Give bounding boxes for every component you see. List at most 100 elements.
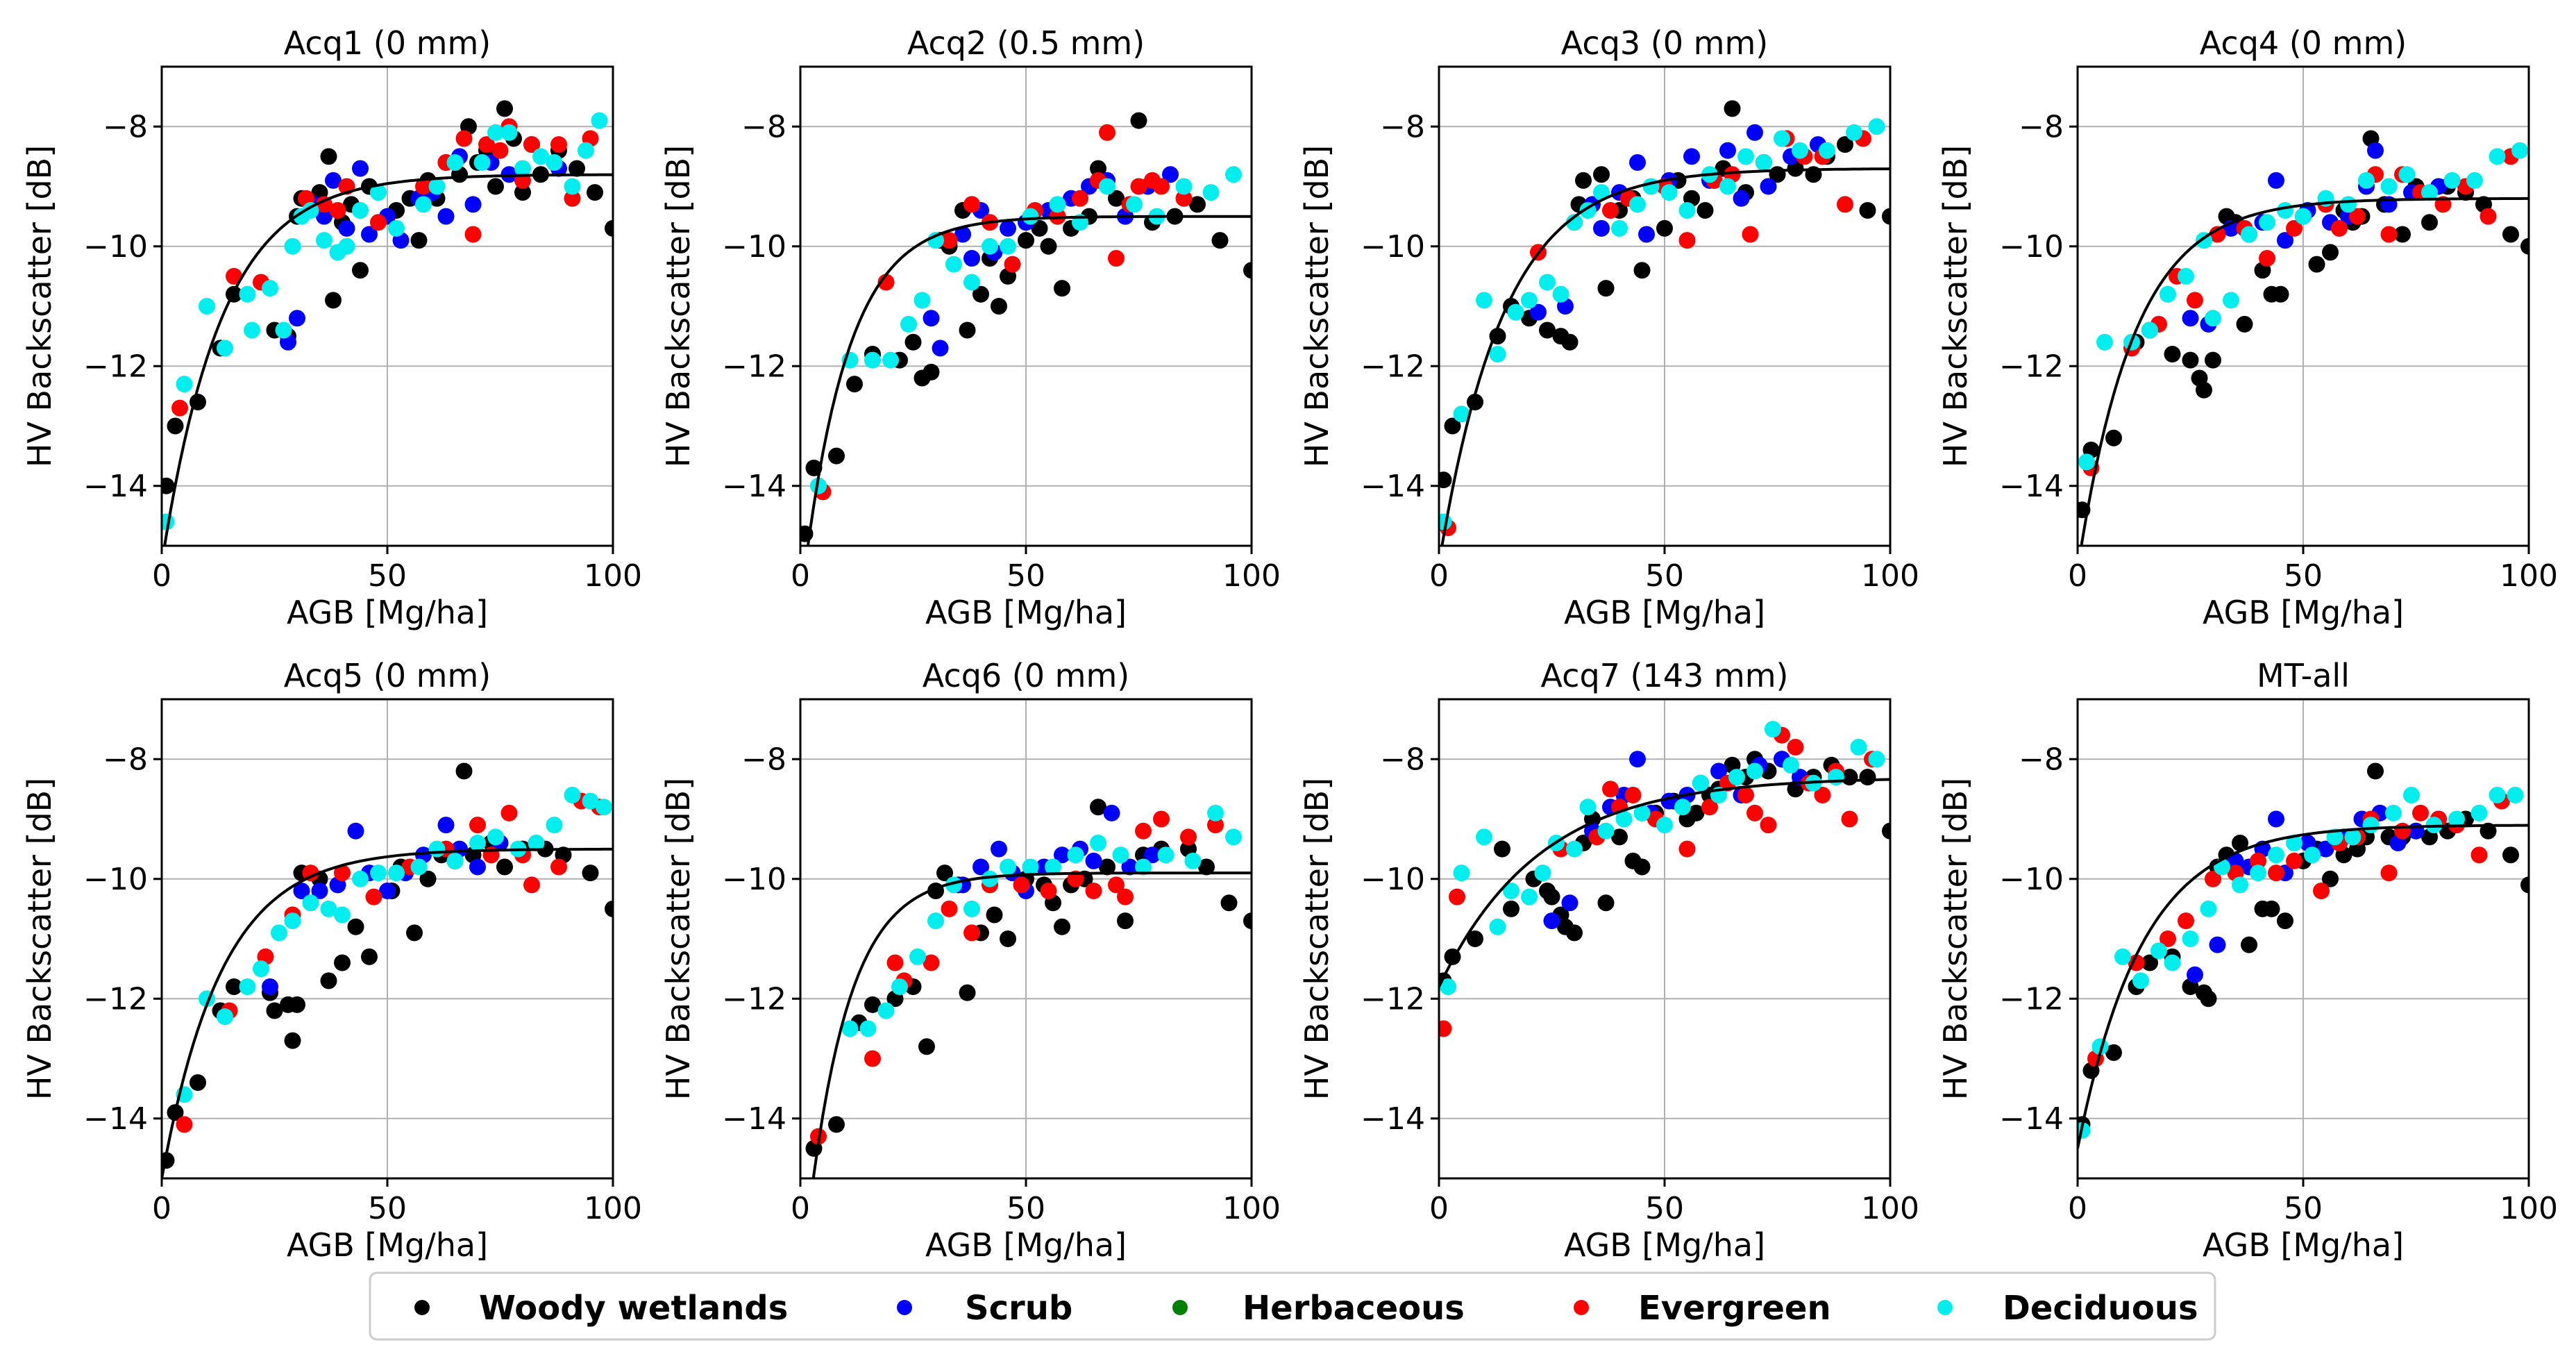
legend-label-scrub-text: Scrub bbox=[965, 1289, 1072, 1328]
y-tick-label: −14 bbox=[83, 1101, 148, 1137]
point-woody-wetlands bbox=[284, 1032, 301, 1049]
point-deciduous bbox=[2268, 846, 2284, 864]
point-woody-wetlands bbox=[1539, 322, 1556, 339]
point-woody-wetlands bbox=[1656, 219, 1673, 237]
y-axis-label: HV Backscatter [dB] bbox=[1298, 145, 1336, 467]
point-deciduous bbox=[2344, 828, 2362, 846]
point-scrub bbox=[2317, 840, 2334, 858]
y-tick-label: −8 bbox=[103, 109, 148, 144]
point-deciduous bbox=[1579, 799, 1597, 816]
y-axis-label: HV Backscatter [dB] bbox=[659, 145, 697, 467]
point-woody-wetlands bbox=[1090, 160, 1106, 177]
point-evergreen bbox=[176, 1116, 193, 1133]
point-deciduous bbox=[2241, 226, 2257, 243]
point-deciduous bbox=[1629, 196, 1646, 213]
point-deciduous bbox=[2421, 184, 2438, 201]
point-woody-wetlands bbox=[2236, 315, 2253, 333]
x-tick-label: 0 bbox=[1429, 558, 1449, 594]
point-evergreen bbox=[2160, 930, 2176, 947]
point-scrub bbox=[262, 978, 278, 995]
point-evergreen bbox=[1439, 1020, 1452, 1037]
point-deciduous bbox=[284, 237, 301, 255]
point-woody-wetlands bbox=[973, 285, 989, 303]
fit-curve bbox=[2080, 197, 2529, 546]
point-deciduous bbox=[1022, 208, 1039, 225]
legend-marker-woody-wetlands bbox=[414, 1300, 430, 1315]
point-woody-wetlands bbox=[1597, 280, 1615, 297]
point-deciduous bbox=[1099, 178, 1116, 195]
point-woody-wetlands bbox=[514, 184, 531, 201]
plot-area-7 bbox=[1439, 721, 1890, 1037]
point-deciduous bbox=[945, 256, 962, 273]
point-evergreen bbox=[1040, 883, 1057, 899]
point-woody-wetlands bbox=[1494, 840, 1510, 858]
point-scrub bbox=[1085, 852, 1102, 869]
point-woody-wetlands bbox=[410, 232, 428, 249]
point-deciduous bbox=[500, 124, 518, 141]
point-deciduous bbox=[1774, 130, 1790, 147]
subplot-title: Acq7 (143 mm) bbox=[1541, 657, 1789, 694]
subplot-7: 0 50 100 −14 −12 −10 −8 Acq7 (143 mm) AGB [Mg/ha… bbox=[1298, 657, 1919, 1264]
point-deciduous bbox=[1846, 124, 1862, 141]
point-scrub bbox=[1000, 219, 1016, 237]
y-tick-label: −14 bbox=[722, 469, 786, 504]
x-tick-label: 100 bbox=[584, 1191, 642, 1226]
point-woody-wetlands bbox=[2520, 237, 2529, 255]
point-deciduous bbox=[446, 154, 464, 171]
point-scrub bbox=[2277, 232, 2293, 249]
point-deciduous bbox=[487, 828, 504, 846]
point-woody-wetlands bbox=[1611, 828, 1628, 846]
y-tick-label: −12 bbox=[722, 349, 786, 384]
point-deciduous bbox=[2223, 292, 2239, 309]
legend-marker-deciduous bbox=[1937, 1300, 1953, 1315]
point-evergreen bbox=[171, 399, 188, 417]
fit-curve bbox=[811, 871, 1252, 1178]
point-deciduous bbox=[810, 477, 827, 494]
point-scrub bbox=[437, 817, 455, 834]
point-scrub bbox=[289, 310, 305, 327]
point-evergreen bbox=[1117, 888, 1134, 905]
point-deciduous bbox=[927, 912, 944, 930]
point-woody-wetlands bbox=[1189, 196, 1206, 213]
point-evergreen bbox=[334, 865, 351, 882]
point-woody-wetlands bbox=[936, 865, 953, 882]
point-deciduous bbox=[352, 202, 369, 219]
point-scrub bbox=[1733, 190, 1750, 207]
point-evergreen bbox=[226, 267, 242, 285]
point-deciduous bbox=[1225, 828, 1242, 846]
point-deciduous bbox=[2160, 285, 2176, 303]
point-scrub bbox=[973, 858, 989, 876]
point-deciduous bbox=[2385, 804, 2402, 821]
point-evergreen bbox=[1602, 780, 1619, 798]
point-deciduous bbox=[1765, 721, 1781, 738]
point-evergreen bbox=[1108, 876, 1125, 894]
point-evergreen bbox=[1013, 876, 1030, 894]
point-woody-wetlands bbox=[2182, 351, 2199, 369]
point-evergreen bbox=[2268, 865, 2284, 882]
point-deciduous bbox=[2507, 787, 2524, 803]
point-evergreen bbox=[941, 900, 958, 917]
point-evergreen bbox=[550, 136, 567, 153]
point-woody-wetlands bbox=[2421, 214, 2438, 231]
point-deciduous bbox=[388, 865, 405, 882]
point-woody-wetlands bbox=[991, 298, 1007, 315]
point-evergreen bbox=[2349, 208, 2366, 225]
point-evergreen bbox=[1624, 787, 1642, 803]
point-evergreen bbox=[2380, 865, 2398, 882]
point-scrub bbox=[963, 250, 980, 267]
point-woody-wetlands bbox=[1593, 166, 1610, 183]
x-tick-label: 0 bbox=[2068, 1191, 2087, 1226]
point-evergreen bbox=[1678, 840, 1696, 858]
point-evergreen bbox=[1072, 190, 1088, 207]
legend-marker-evergreen bbox=[1574, 1300, 1589, 1315]
point-evergreen bbox=[2205, 870, 2221, 887]
x-tick-label: 100 bbox=[1861, 558, 1919, 594]
y-tick-label: −10 bbox=[83, 229, 148, 265]
y-tick-label: −10 bbox=[722, 862, 786, 897]
y-axis-label: HV Backscatter [dB] bbox=[21, 778, 58, 1100]
point-woody-wetlands bbox=[1859, 769, 1876, 786]
point-deciduous bbox=[578, 142, 594, 159]
point-deciduous bbox=[864, 351, 881, 369]
point-evergreen bbox=[1108, 250, 1125, 267]
